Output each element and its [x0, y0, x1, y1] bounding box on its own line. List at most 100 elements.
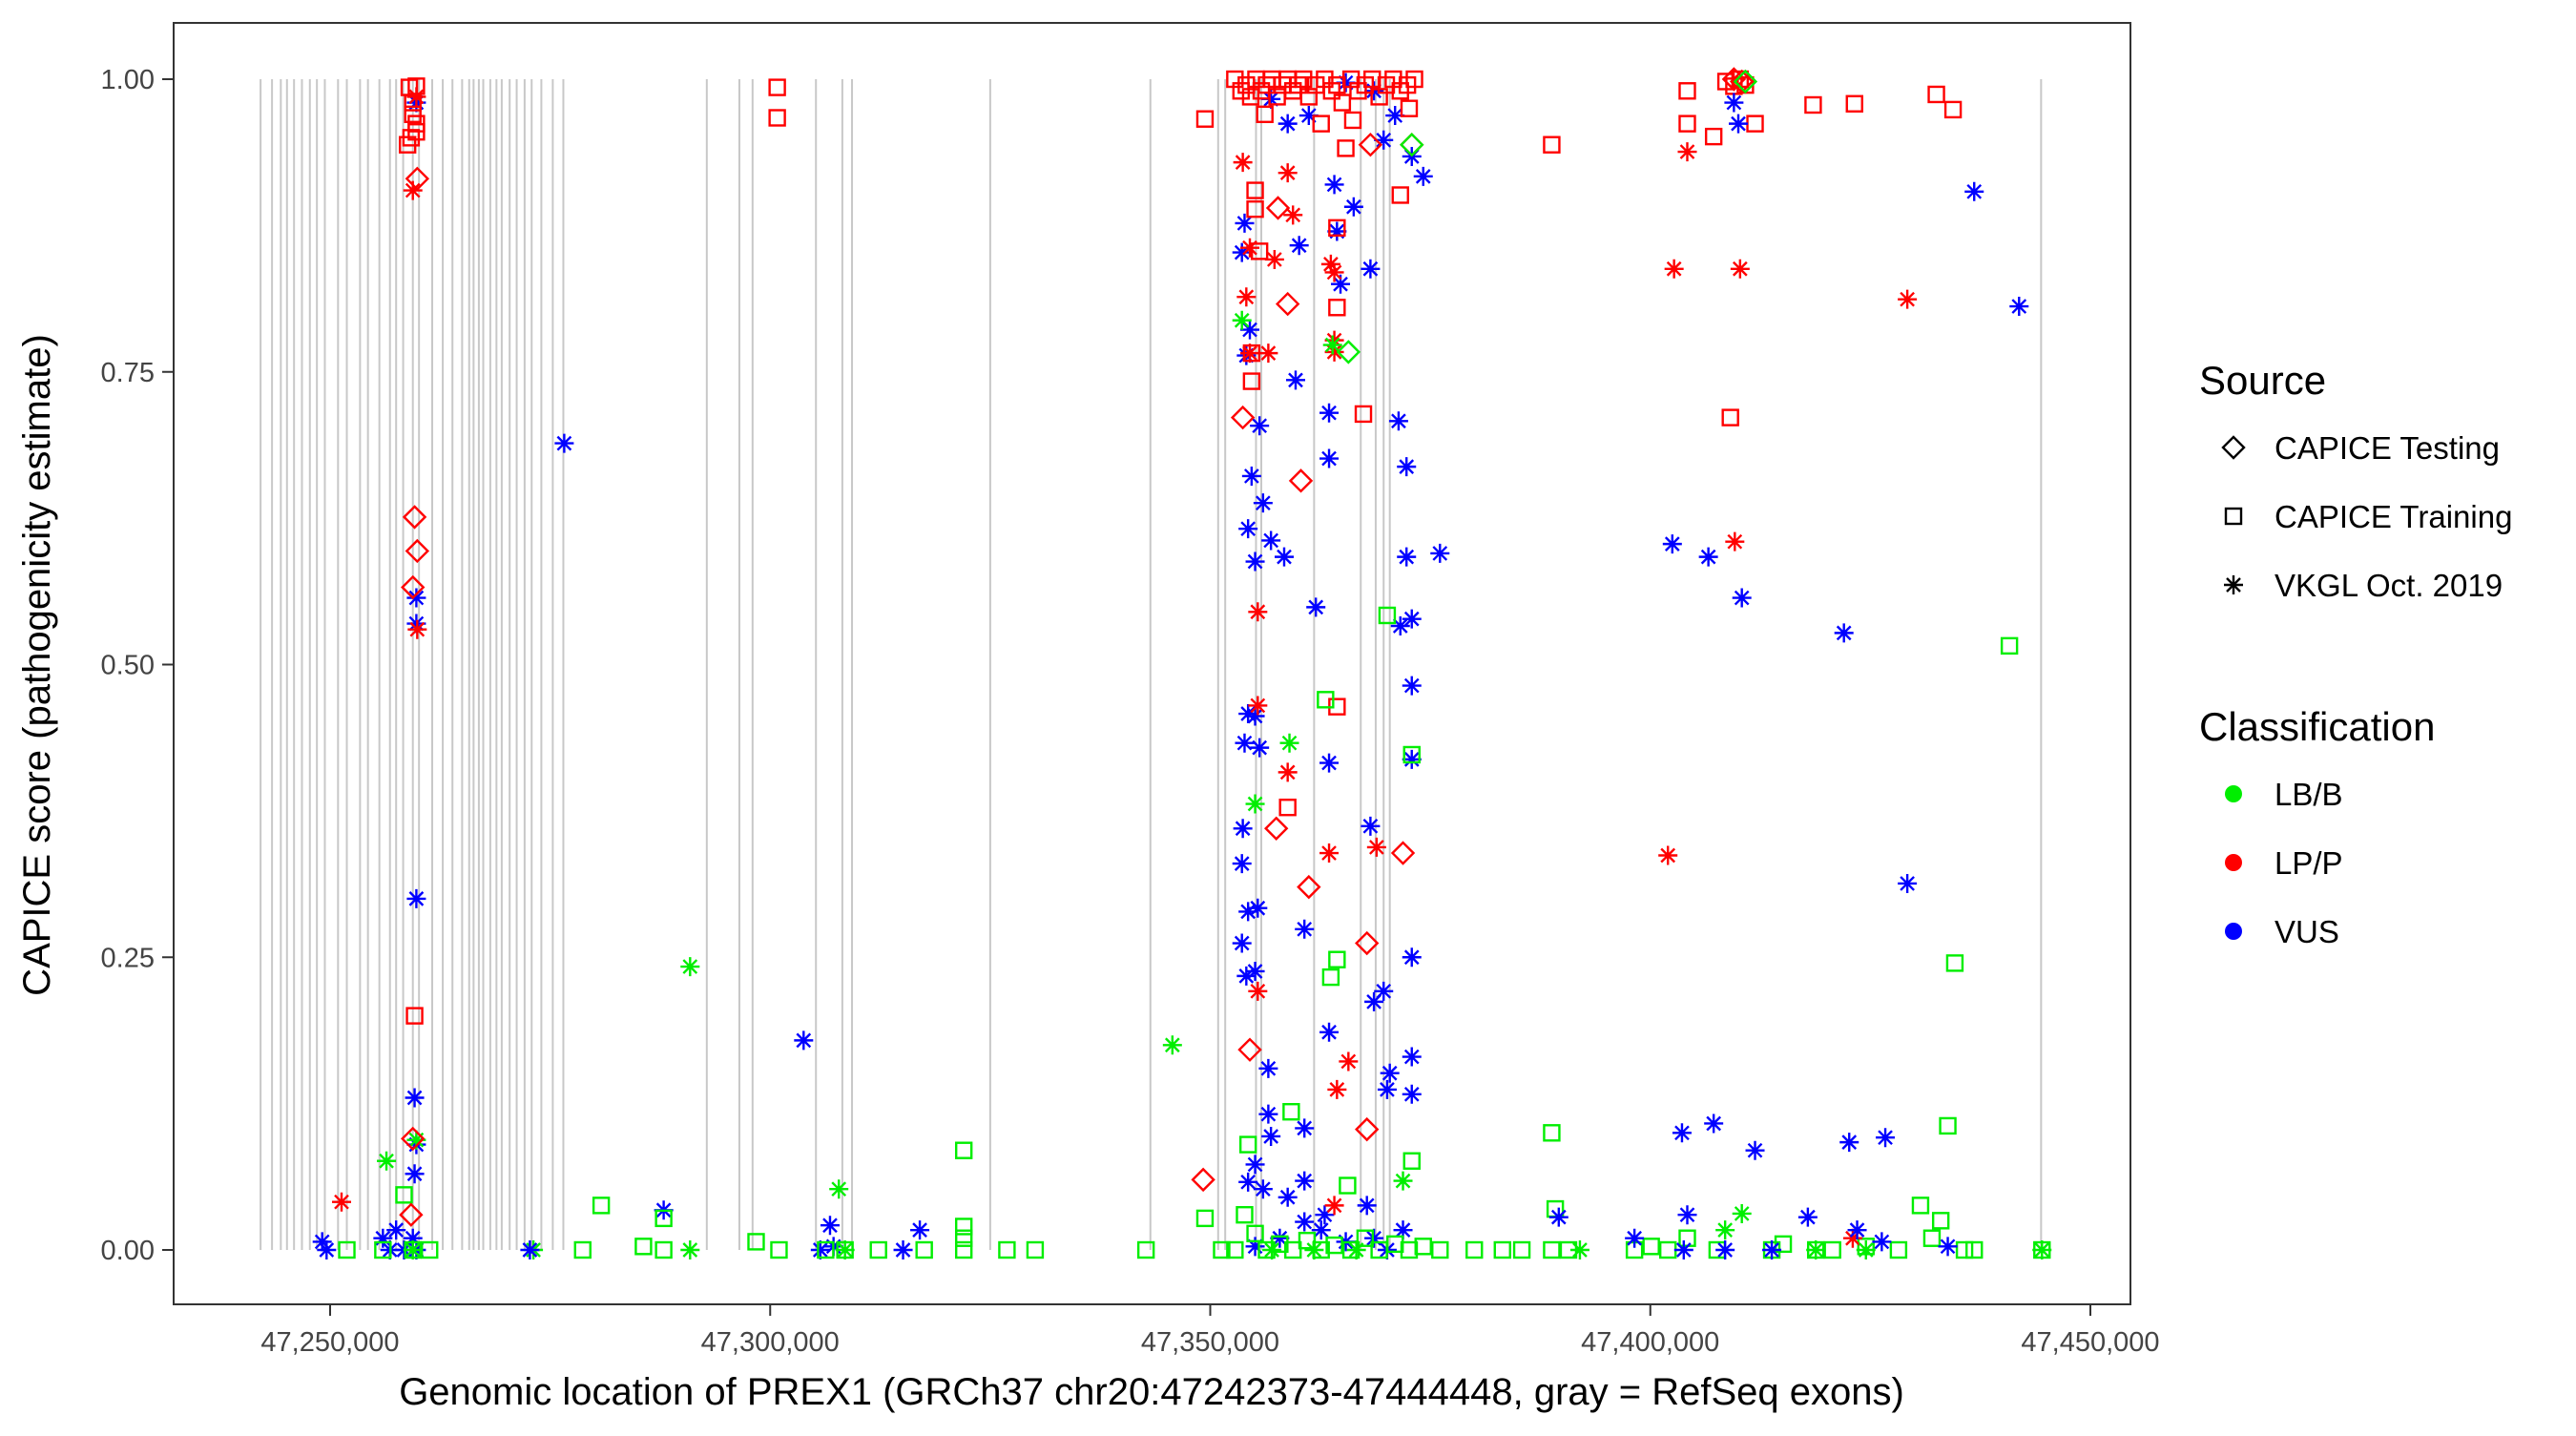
square-marker [1465, 1240, 1484, 1259]
data-point [1405, 70, 1423, 89]
x-tick-label: 47,350,000 [1141, 1327, 1279, 1358]
asterisk-marker [1264, 249, 1284, 269]
square-marker [1543, 135, 1561, 154]
square-marker [1955, 1240, 1974, 1259]
square-marker [634, 1238, 653, 1256]
asterisk-marker [1248, 898, 1268, 918]
data-point [1248, 602, 1268, 622]
data-point [768, 109, 786, 127]
data-point [1402, 1047, 1422, 1067]
square-marker [1278, 798, 1297, 817]
data-point [1258, 343, 1278, 364]
data-point [1393, 1220, 1413, 1240]
square-marker [592, 1197, 611, 1215]
asterisk-marker [1397, 457, 1417, 477]
asterisk-marker [1240, 320, 1260, 340]
legend-class-label: VUS [2275, 914, 2339, 949]
data-point [1393, 1171, 1413, 1191]
data-point [1328, 299, 1346, 317]
asterisk-marker [1898, 873, 1918, 893]
asterisk-marker [1232, 310, 1252, 330]
asterisk-marker [2009, 297, 2029, 317]
data-point [1213, 1240, 1231, 1259]
legend-class-label: LB/B [2275, 777, 2343, 812]
legend: Source Classification CAPICE Testing CAPI… [2199, 358, 2512, 949]
asterisk-marker [1385, 106, 1405, 126]
data-point [1721, 408, 1739, 427]
data-point [403, 180, 423, 200]
data-point [1288, 468, 1314, 493]
data-point [1364, 81, 1384, 101]
data-point [1839, 1133, 1859, 1153]
data-point [1240, 238, 1260, 258]
data-point [1328, 950, 1346, 968]
diamond-marker [401, 1126, 426, 1152]
asterisk-marker [1278, 114, 1298, 134]
data-point [1026, 1240, 1045, 1259]
asterisk-marker [1320, 254, 1340, 274]
data-point [829, 1179, 849, 1199]
asterisk-marker [1274, 547, 1294, 567]
data-point [1261, 531, 1281, 551]
square-marker [1195, 110, 1215, 128]
asterisk-marker [1233, 819, 1253, 839]
asterisk-marker [1745, 1140, 1765, 1160]
asterisk-marker [810, 1240, 830, 1259]
data-point [407, 619, 427, 639]
data-point [1361, 816, 1381, 836]
data-point [1236, 1205, 1254, 1224]
diamond-marker [1230, 405, 1256, 430]
square-marker [869, 1240, 887, 1259]
asterisk-marker [1238, 902, 1258, 922]
asterisk-marker [1762, 1240, 1782, 1259]
y-tick-label: 1.00 [101, 65, 155, 95]
x-tick-label: 47,400,000 [1581, 1327, 1719, 1358]
square-marker [1543, 1240, 1561, 1259]
data-point [1263, 816, 1289, 841]
square-marker [1295, 70, 1313, 89]
square-marker [1774, 1235, 1793, 1254]
asterisk-marker [1253, 493, 1273, 513]
asterisk-marker [406, 1130, 426, 1150]
diamond-marker [399, 1202, 424, 1227]
data-point [1343, 111, 1362, 130]
data-point [402, 129, 421, 147]
asterisk-marker [1430, 543, 1450, 563]
data-point [1804, 95, 1822, 114]
data-point [1945, 954, 1964, 972]
asterisk-marker [1245, 794, 1265, 814]
legend-source-label: CAPICE Testing [2275, 430, 2500, 466]
data-point [1297, 874, 1321, 900]
data-point [1927, 85, 1945, 104]
asterisk-marker [1324, 342, 1344, 362]
square-marker [1317, 691, 1335, 709]
data-point [1358, 133, 1383, 157]
asterisk-marker [910, 1220, 930, 1240]
diamond-marker [1733, 69, 1758, 94]
data-point [1677, 142, 1697, 162]
data-point [1319, 843, 1340, 864]
square-marker [1889, 1240, 1908, 1259]
asterisk-marker [373, 1228, 393, 1248]
square-marker [654, 1209, 673, 1228]
data-point [1336, 340, 1361, 364]
data-point [1233, 819, 1253, 839]
asterisk-marker [1377, 1079, 1397, 1099]
square-marker [402, 129, 421, 147]
square-marker [1026, 1240, 1045, 1259]
square-marker [1328, 950, 1346, 968]
data-point [1248, 981, 1268, 1001]
square-marker [768, 109, 786, 127]
square-marker [1400, 99, 1419, 117]
asterisk-marker [1725, 531, 1745, 552]
asterisk-marker [1625, 1228, 1645, 1248]
legend-color-dot-icon [2225, 854, 2242, 871]
data-point [1195, 1209, 1215, 1228]
data-point [1250, 242, 1269, 260]
data-point [1569, 1240, 1589, 1259]
square-marker [1333, 94, 1352, 112]
data-point [1402, 1152, 1421, 1170]
data-point [1270, 1228, 1290, 1248]
data-point [1672, 1123, 1692, 1143]
asterisk-marker [1235, 213, 1255, 233]
